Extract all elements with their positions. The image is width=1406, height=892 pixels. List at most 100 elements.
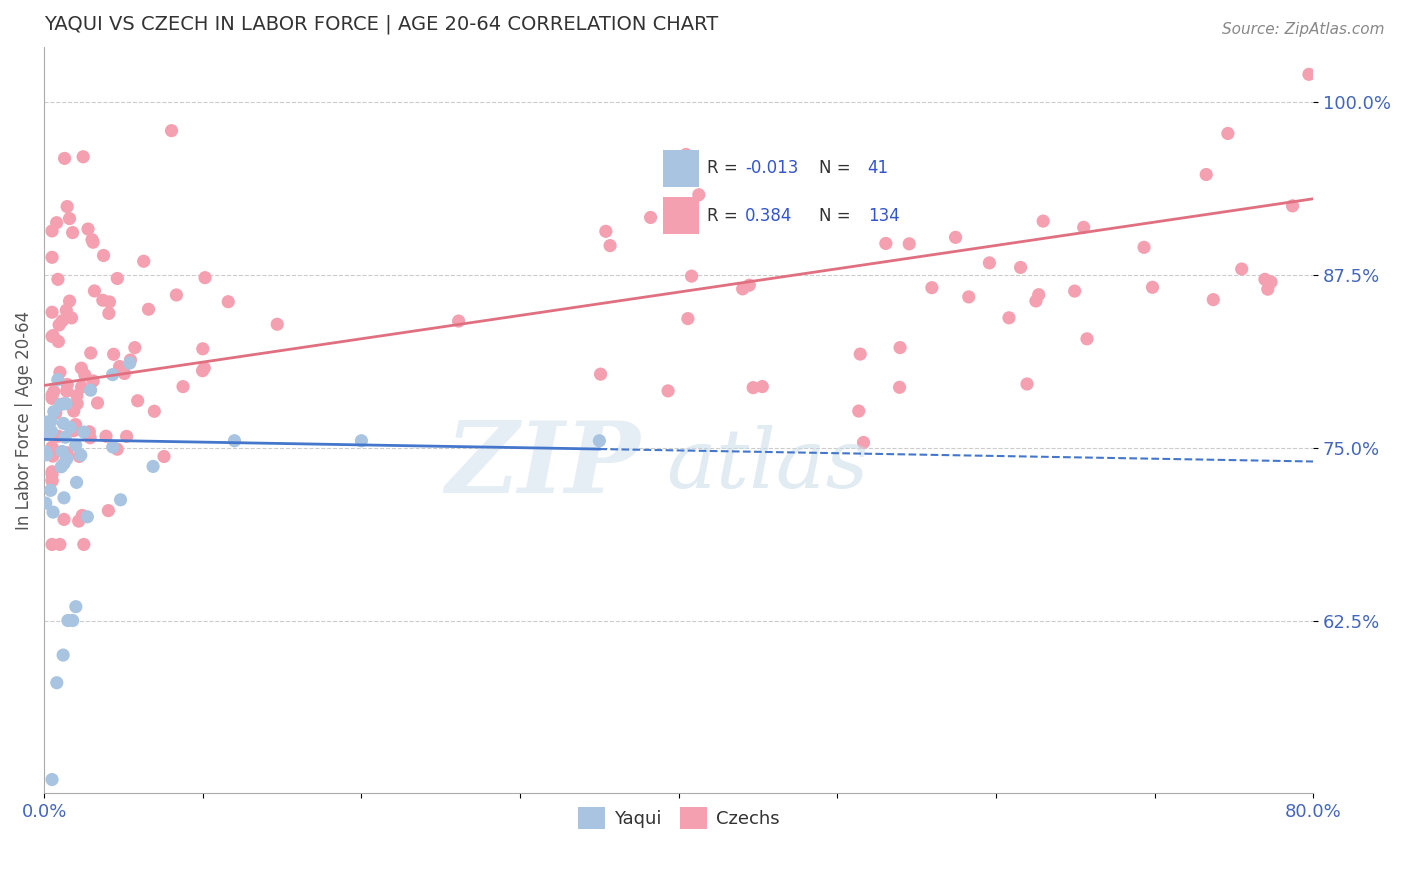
Text: N =: N = bbox=[818, 159, 851, 178]
Point bbox=[58, 294, 80, 309]
Point bbox=[35, 415, 58, 429]
Point bbox=[65, 417, 87, 432]
Point bbox=[1025, 293, 1047, 308]
Text: 41: 41 bbox=[868, 159, 889, 178]
Point bbox=[79, 431, 101, 445]
Point bbox=[1216, 127, 1239, 141]
Point bbox=[70, 361, 93, 376]
Point bbox=[55, 397, 77, 411]
Point bbox=[73, 368, 96, 382]
Point bbox=[115, 429, 138, 443]
Text: -0.013: -0.013 bbox=[745, 159, 799, 178]
Point bbox=[41, 329, 63, 343]
Point bbox=[62, 424, 84, 438]
Point bbox=[42, 505, 65, 519]
Point bbox=[76, 509, 98, 524]
Bar bbox=[664, 150, 699, 186]
Point bbox=[51, 444, 73, 458]
Point bbox=[83, 284, 105, 298]
Text: 0.384: 0.384 bbox=[745, 207, 793, 225]
Point bbox=[79, 425, 101, 439]
Point bbox=[41, 440, 63, 454]
Point bbox=[41, 444, 63, 458]
Point bbox=[132, 254, 155, 268]
Point bbox=[588, 434, 610, 448]
Point bbox=[73, 425, 96, 439]
Point bbox=[77, 222, 100, 236]
Point bbox=[153, 450, 176, 464]
Point bbox=[41, 250, 63, 264]
Point bbox=[45, 675, 67, 690]
Point bbox=[191, 342, 214, 356]
Point bbox=[79, 383, 101, 397]
Point bbox=[52, 648, 75, 662]
Text: R =: R = bbox=[707, 159, 738, 178]
Point bbox=[58, 211, 80, 226]
Point bbox=[35, 448, 58, 462]
Point bbox=[1133, 240, 1156, 254]
Point bbox=[39, 483, 62, 498]
Point bbox=[1202, 293, 1225, 307]
Point bbox=[53, 512, 76, 526]
Point bbox=[41, 474, 63, 488]
Point bbox=[681, 269, 703, 284]
Point bbox=[86, 396, 108, 410]
Point bbox=[41, 224, 63, 238]
Point bbox=[62, 226, 84, 240]
Point bbox=[39, 414, 62, 428]
Point bbox=[1254, 272, 1277, 286]
Point bbox=[657, 384, 679, 398]
Point bbox=[53, 430, 76, 444]
Point bbox=[73, 537, 96, 551]
Point bbox=[41, 392, 63, 406]
Point bbox=[66, 397, 89, 411]
Point bbox=[898, 236, 921, 251]
Point bbox=[138, 302, 160, 317]
Point bbox=[35, 496, 58, 510]
Point bbox=[640, 211, 662, 225]
Point bbox=[42, 384, 65, 399]
Point bbox=[55, 384, 77, 398]
Point bbox=[1298, 67, 1320, 81]
Point bbox=[67, 450, 90, 464]
Point bbox=[1142, 280, 1164, 294]
Point bbox=[82, 374, 104, 388]
Point bbox=[852, 435, 875, 450]
Point bbox=[688, 187, 710, 202]
Point bbox=[52, 417, 75, 431]
Point bbox=[1281, 199, 1303, 213]
Point bbox=[41, 537, 63, 551]
Point bbox=[37, 425, 59, 440]
Point bbox=[676, 311, 699, 326]
Point bbox=[56, 614, 79, 628]
Point bbox=[165, 288, 187, 302]
Point bbox=[93, 248, 115, 262]
Point bbox=[595, 224, 617, 238]
Point bbox=[957, 290, 980, 304]
Point bbox=[41, 305, 63, 319]
Point bbox=[105, 271, 128, 285]
Point bbox=[120, 353, 142, 368]
Point bbox=[127, 393, 149, 408]
Point bbox=[172, 379, 194, 393]
Point bbox=[72, 150, 94, 164]
Point bbox=[1230, 262, 1253, 277]
Point bbox=[56, 446, 79, 460]
Point bbox=[41, 473, 63, 487]
Point bbox=[1010, 260, 1032, 275]
Point bbox=[110, 492, 132, 507]
Point bbox=[731, 282, 754, 296]
Point bbox=[41, 465, 63, 479]
Point bbox=[1195, 168, 1218, 182]
Point bbox=[51, 314, 73, 328]
Text: N =: N = bbox=[818, 207, 851, 225]
Point bbox=[41, 388, 63, 402]
Point bbox=[1032, 214, 1054, 228]
Point bbox=[945, 230, 967, 244]
Point bbox=[59, 420, 82, 434]
Point bbox=[41, 425, 63, 439]
Point bbox=[103, 347, 125, 361]
Point bbox=[738, 278, 761, 293]
Text: atlas: atlas bbox=[666, 425, 869, 505]
Point bbox=[97, 306, 120, 320]
